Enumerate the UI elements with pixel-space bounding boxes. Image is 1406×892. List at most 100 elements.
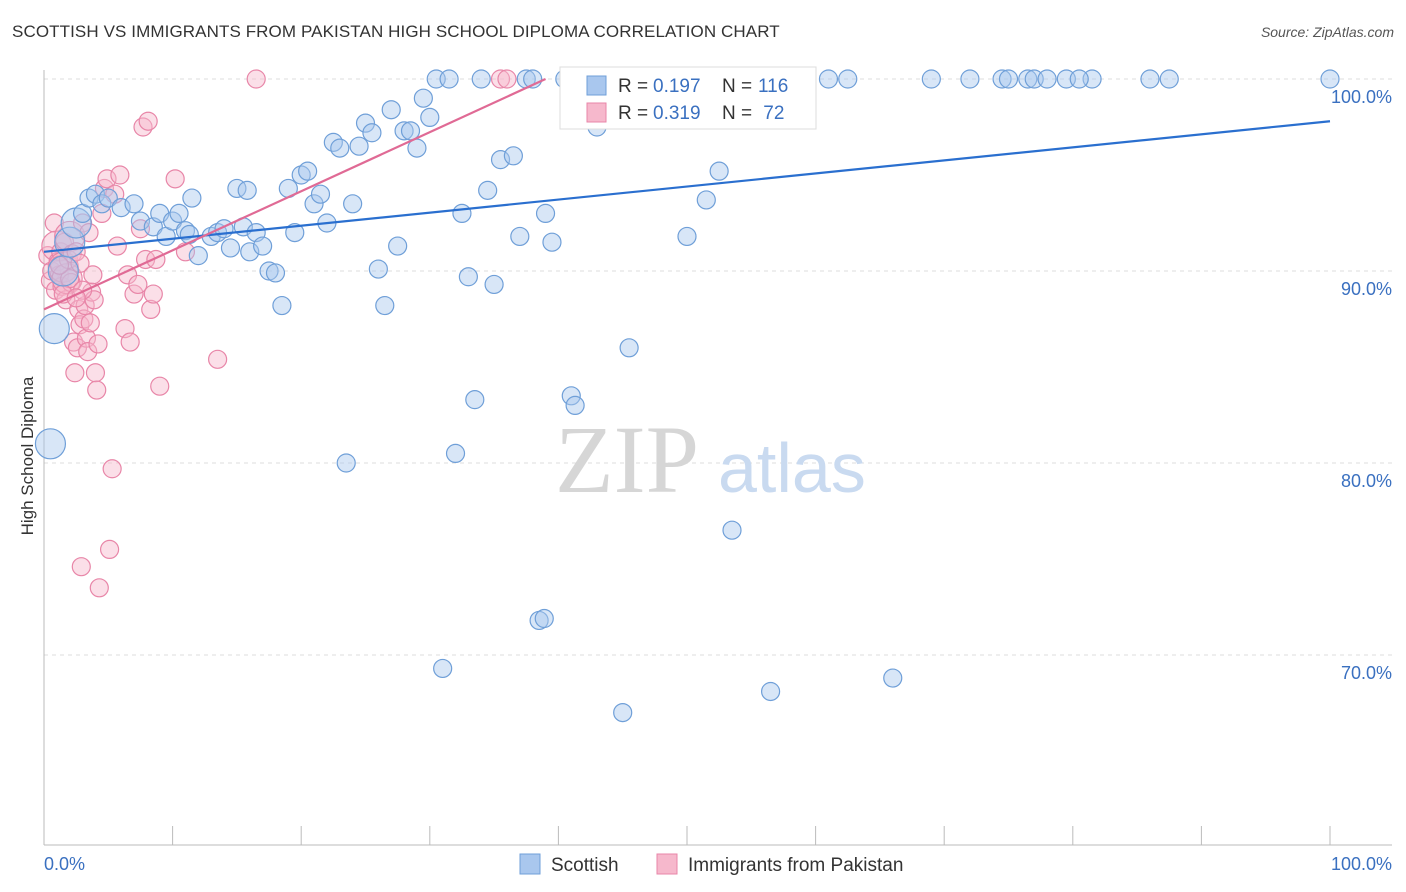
scottish-point: [169, 203, 189, 223]
pakistan-point: [110, 165, 130, 185]
scottish-point: [818, 69, 839, 89]
source-label: Source: ZipAtlas.com: [1260, 24, 1394, 40]
x-axis-ticks: [43, 826, 1331, 845]
legend-n-value-0: 116: [758, 76, 788, 97]
pakistan-trend-line: [43, 78, 546, 311]
legend-r-label-0: R =: [618, 76, 648, 97]
scottish-point: [362, 123, 382, 143]
bottom-legend: Scottish Immigrants from Pakistan: [519, 853, 903, 876]
pakistan-point: [490, 69, 511, 89]
scottish-point: [883, 668, 903, 688]
pakistan-point: [208, 349, 228, 369]
x-tick-label-min: 0.0%: [44, 854, 85, 874]
scottish-point: [535, 203, 556, 223]
scottish-point: [677, 226, 697, 247]
scottish-point: [60, 207, 92, 239]
scottish-point: [1069, 69, 1089, 89]
pakistan-point: [99, 539, 120, 560]
scottish-point: [542, 232, 562, 252]
scottish-point: [1037, 69, 1057, 89]
y-tick-label: 70.0%: [1341, 663, 1392, 683]
bottom-legend-pakistan: Immigrants from Pakistan: [688, 855, 903, 876]
scottish-point: [272, 295, 292, 316]
pakistan-point: [78, 342, 98, 362]
legend-swatch-pakistan: [586, 102, 607, 123]
y-tick-label: 100.0%: [1331, 87, 1392, 107]
scottish-point: [355, 113, 376, 133]
pakistan-point: [87, 380, 107, 400]
scottish-point: [439, 69, 459, 89]
scottish-point: [760, 681, 781, 702]
scottish-point: [349, 136, 369, 156]
scottish-point: [220, 238, 241, 258]
legend-n-label-0: N =: [722, 76, 752, 97]
scottish-point: [960, 69, 980, 89]
trend-lines: [43, 78, 1331, 311]
pakistan-point: [88, 334, 108, 354]
scottish-point: [534, 608, 554, 629]
legend-r-value-0: 0.197: [653, 76, 701, 97]
legend-box: R = 0.197 N = 116 R = 0.319 N = 72: [559, 66, 817, 130]
pakistan-point: [71, 557, 91, 577]
pakistan-point: [124, 284, 144, 304]
scottish-point: [34, 428, 67, 460]
legend-swatch-scottish: [586, 75, 607, 96]
pakistan-point: [65, 363, 85, 383]
scottish-point: [458, 267, 478, 287]
y-tick-label: 90.0%: [1341, 279, 1392, 299]
pakistan-point: [146, 249, 166, 270]
scottish-trend-line: [43, 120, 1331, 253]
x-tick-label-max: 100.0%: [1331, 854, 1392, 874]
scottish-point: [490, 150, 511, 170]
scottish-point: [111, 198, 131, 218]
pakistan-point: [79, 223, 99, 243]
scottish-point: [381, 100, 401, 120]
scottish-point: [478, 180, 498, 200]
scottish-point: [696, 190, 716, 210]
scottish-point: [298, 161, 318, 181]
pakistan-point: [120, 332, 140, 352]
scottish-point: [237, 180, 257, 200]
watermark-atlas: atlas: [718, 429, 866, 507]
scottish-point: [1018, 69, 1038, 89]
scottish-point: [253, 236, 273, 256]
scottish-point: [1320, 69, 1340, 89]
scottish-point: [413, 88, 433, 108]
scottish-point: [503, 146, 523, 166]
y-tick-label: 80.0%: [1341, 471, 1392, 491]
scottish-point: [368, 259, 388, 279]
scottish-point: [188, 246, 208, 266]
scottish-point: [98, 188, 118, 208]
pakistan-point: [133, 117, 153, 137]
scottish-point: [285, 223, 305, 243]
chart-title: SCOTTISH VS IMMIGRANTS FROM PAKISTAN HIG…: [12, 22, 780, 41]
legend-r-value-1: 0.319: [653, 103, 701, 124]
scottish-point: [85, 184, 106, 204]
scottish-point: [471, 69, 491, 89]
bottom-legend-swatch-scottish: [519, 853, 541, 875]
scottish-point: [304, 194, 324, 214]
series-scottish-points: [34, 69, 1340, 723]
series-pakistan-points: [38, 69, 517, 598]
pakistan-point: [89, 578, 109, 598]
pakistan-point: [70, 253, 90, 273]
scottish-point: [998, 69, 1019, 89]
scottish-point: [613, 702, 633, 723]
pakistan-point: [165, 169, 185, 189]
pakistan-point: [102, 459, 122, 479]
scottish-point: [992, 69, 1012, 89]
scottish-point: [343, 194, 363, 214]
pakistan-point: [138, 111, 158, 131]
pakistan-point: [141, 299, 161, 319]
scottish-point: [124, 194, 144, 214]
pakistan-point: [128, 274, 148, 295]
scottish-point: [709, 161, 729, 181]
scottish-point: [921, 69, 941, 89]
scottish-point: [510, 226, 530, 247]
scottish-point: [722, 520, 742, 540]
scottish-point: [330, 138, 350, 158]
scottish-point: [375, 295, 395, 316]
scottish-point: [465, 390, 485, 410]
pakistan-point: [150, 376, 170, 396]
